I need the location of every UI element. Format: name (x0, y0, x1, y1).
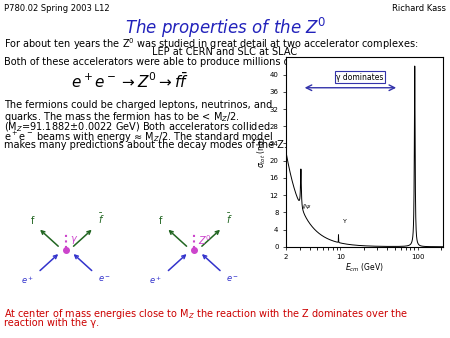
Text: Both of these accelerators were able to produce millions of Z’s using the reacti: Both of these accelerators were able to … (4, 57, 406, 67)
Text: f: f (159, 216, 162, 226)
Text: The properties of the Z$^0$: The properties of the Z$^0$ (125, 16, 325, 40)
Text: For about ten years the Z$^0$ was studied in great detail at two accelerator com: For about ten years the Z$^0$ was studie… (4, 36, 419, 52)
Text: Richard Kass: Richard Kass (392, 4, 446, 13)
Text: e$^+$e$^-$ beams with energy ≈ M$_Z$/2. The standard model: e$^+$e$^-$ beams with energy ≈ M$_Z$/2. … (4, 130, 273, 145)
Text: LEP at CERN and SLC at SLAC: LEP at CERN and SLC at SLAC (153, 47, 297, 57)
Y-axis label: $\sigma_{tot}$ (nb): $\sigma_{tot}$ (nb) (256, 136, 268, 168)
Text: $Z^0$: $Z^0$ (198, 233, 212, 247)
Text: f: f (31, 216, 34, 226)
Text: P780.02 Spring 2003 L12: P780.02 Spring 2003 L12 (4, 4, 110, 13)
Text: $\gamma$: $\gamma$ (70, 234, 78, 246)
Text: $e^+$: $e^+$ (21, 274, 34, 286)
Text: At center of mass energies close to M$_Z$ the reaction with the Z dominates over: At center of mass energies close to M$_Z… (4, 307, 408, 321)
Text: $\bar{f}$: $\bar{f}$ (226, 212, 233, 226)
Text: $\Upsilon$: $\Upsilon$ (342, 217, 348, 225)
Text: $e^-$: $e^-$ (226, 274, 239, 284)
Text: γ dominates: γ dominates (336, 73, 383, 81)
Text: $e^+$: $e^+$ (149, 274, 162, 286)
Text: $e^-$: $e^-$ (98, 274, 111, 284)
Text: quarks. The mass the fermion has to be < M$_Z$/2.: quarks. The mass the fermion has to be <… (4, 110, 239, 124)
Text: $\bar{f}$: $\bar{f}$ (98, 212, 104, 226)
Text: (M$_Z$=91.1882±0.0022 GeV) Both accelerators collided: (M$_Z$=91.1882±0.0022 GeV) Both accelera… (4, 120, 270, 134)
Text: makes many predictions about the decay modes of the Z.: makes many predictions about the decay m… (4, 140, 287, 150)
Text: The fermions could be charged leptons, neutrinos, and: The fermions could be charged leptons, n… (4, 100, 272, 110)
Text: $J/\psi$: $J/\psi$ (301, 202, 312, 211)
Text: reaction with the γ.: reaction with the γ. (4, 318, 99, 328)
Text: $e^+e^- \rightarrow Z^0 \rightarrow f\bar{f}$: $e^+e^- \rightarrow Z^0 \rightarrow f\ba… (71, 72, 189, 91)
X-axis label: $E_{cm}$ (GeV): $E_{cm}$ (GeV) (345, 262, 384, 274)
